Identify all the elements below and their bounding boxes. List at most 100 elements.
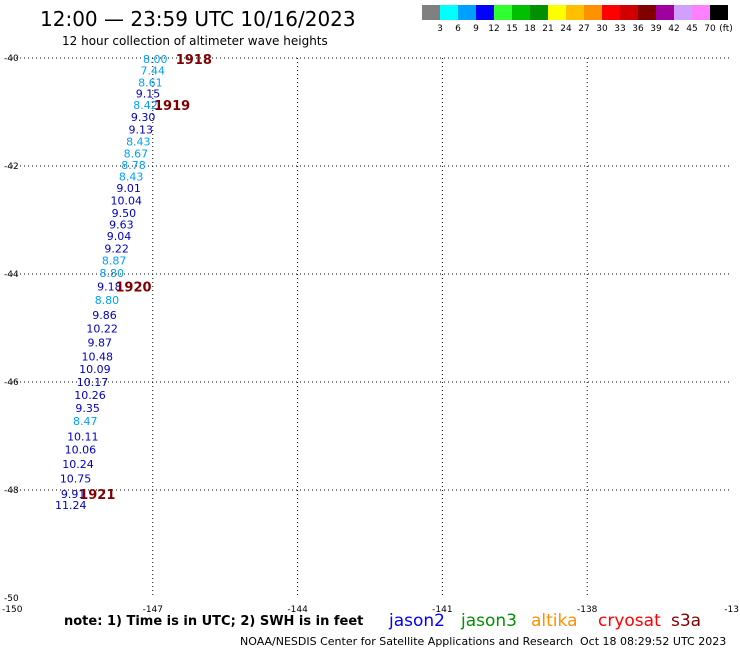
- swh-value-label: 9.01: [116, 182, 141, 195]
- swh-value-label: 9.91: [61, 488, 86, 501]
- axis-labels: -40 -42 -44 -46 -48 -50-150 -147 -144 -141 -138 -1…: [2, 54, 739, 615]
- swh-value-label: 10.75: [60, 473, 92, 486]
- colorbar-swatch: [530, 5, 548, 20]
- data-marks: 8.007.448.619.158.429.309.138.438.678.78…: [55, 53, 212, 512]
- swh-value-label: 10.17: [77, 376, 109, 389]
- colorbar-swatch: [512, 5, 530, 20]
- colorbar-swatch: [656, 5, 674, 20]
- swh-value-label: 10.24: [62, 458, 94, 471]
- swh-value-label: 10.22: [86, 323, 118, 336]
- colorbar-label: 39: [650, 24, 662, 34]
- colorbar-label: 24: [560, 24, 572, 34]
- colorbar-swatch: [494, 5, 512, 20]
- swh-value-label: 10.04: [111, 195, 143, 208]
- legend-s3a: s3a: [671, 611, 701, 631]
- swh-value-label: 9.18: [97, 280, 122, 293]
- x-tick-label: -141: [432, 605, 452, 615]
- footer-timestamp: Oct 18 08:29:52 UTC 2023: [580, 635, 726, 648]
- swh-value-label: 9.63: [109, 218, 134, 231]
- swh-value-label: 9.30: [131, 111, 156, 124]
- colorbar-label: 12: [488, 24, 499, 34]
- colorbar-label: 30: [596, 24, 608, 34]
- colorbar-label: 21: [542, 24, 553, 34]
- swh-value-label: 8.42: [133, 99, 158, 112]
- colorbar-swatch: [440, 5, 458, 20]
- colorbar-label: 18: [524, 24, 536, 34]
- swh-value-label: 8.80: [100, 267, 125, 280]
- colorbar-swatch: [638, 5, 656, 20]
- colorbar-label: 9: [473, 24, 479, 34]
- swh-value-label: 9.13: [128, 123, 153, 136]
- time-annotation: 1919: [154, 99, 190, 114]
- chart-subtitle: 12 hour collection of altimeter wave hei…: [62, 34, 328, 48]
- satellite-legend: jason2 jason3 altika cryosat s3a: [388, 611, 701, 631]
- y-tick-label: -44: [4, 270, 19, 280]
- time-annotation: 1920: [115, 280, 151, 295]
- footer-credit: NOAA/NESDIS Center for Satellite Applica…: [240, 635, 573, 648]
- colorbar-swatch: [602, 5, 620, 20]
- swh-value-label: 10.11: [67, 431, 99, 444]
- colorbar-label: 15: [506, 24, 517, 34]
- colorbar-swatch: [422, 5, 440, 20]
- colorbar-swatch: [548, 5, 566, 20]
- swh-value-label: 10.06: [65, 444, 97, 457]
- legend-cryosat: cryosat: [598, 611, 661, 631]
- colorbar-swatch: [458, 5, 476, 20]
- swh-value-label: 9.86: [92, 309, 117, 322]
- colorbar-swatch: [710, 5, 728, 20]
- colorbar-swatch: [566, 5, 584, 20]
- swh-value-label: 8.43: [119, 170, 144, 183]
- colorbar-label: 45: [686, 24, 697, 34]
- swh-value-label: 8.47: [73, 415, 98, 428]
- swh-value-label: 8.78: [121, 159, 146, 172]
- colorbar-label: 27: [578, 24, 589, 34]
- swh-value-label: 11.24: [55, 499, 87, 512]
- colorbar-label: 3: [437, 24, 443, 34]
- colorbar: 3 6 9 12 15 18 21 24 27 30 33 36 39 42 45 70 (ft): [422, 5, 733, 34]
- footer-note: note: 1) Time is in UTC; 2) SWH is in fe…: [64, 614, 363, 629]
- y-tick-label: -50: [4, 594, 19, 604]
- colorbar-swatch: [584, 5, 602, 20]
- y-tick-label: -42: [4, 162, 19, 172]
- swh-value-label: 9.35: [75, 402, 100, 415]
- legend-altika: altika: [531, 611, 578, 631]
- swh-value-label: 8.87: [102, 255, 127, 268]
- swh-value-label: 7.44: [141, 64, 166, 77]
- x-tick-label: -13: [724, 605, 739, 615]
- colorbar-label: 6: [455, 24, 461, 34]
- swh-value-label: 8.61: [138, 76, 163, 89]
- colorbar-label: 33: [614, 24, 625, 34]
- y-tick-label: -40: [4, 54, 19, 64]
- x-tick-label: -144: [287, 605, 308, 615]
- time-annotation: 1921: [79, 488, 115, 503]
- swh-value-label: 9.15: [136, 88, 161, 101]
- x-tick-label: -138: [577, 605, 598, 615]
- chart-title: 12:00 — 23:59 UTC 10/16/2023: [40, 7, 356, 31]
- x-tick-label: -150: [2, 605, 23, 615]
- x-tick-label: -147: [143, 605, 163, 615]
- swh-value-label: 9.87: [87, 337, 112, 350]
- grid: [8, 57, 732, 598]
- swh-value-label: 9.22: [104, 243, 129, 256]
- swh-value-label: 9.04: [107, 230, 132, 243]
- colorbar-swatch: [674, 5, 692, 20]
- time-annotation: 1918: [176, 53, 212, 68]
- legend-jason2: jason2: [388, 611, 445, 631]
- colorbar-label: 70: [704, 24, 716, 34]
- y-tick-label: -46: [4, 378, 19, 388]
- swh-value-label: 8.00: [143, 53, 168, 66]
- swh-value-label: 10.26: [74, 389, 106, 402]
- y-tick-label: -48: [4, 486, 19, 496]
- swh-value-label: 9.50: [112, 207, 137, 220]
- colorbar-swatch: [620, 5, 638, 20]
- colorbar-swatch: [476, 5, 494, 20]
- legend-jason3: jason3: [460, 611, 517, 631]
- swh-value-label: 10.09: [79, 363, 111, 376]
- swh-value-label: 10.48: [82, 351, 114, 364]
- swh-value-label: 8.43: [126, 136, 151, 149]
- colorbar-swatch: [692, 5, 710, 20]
- colorbar-label: 36: [632, 24, 644, 34]
- colorbar-unit: (ft): [719, 24, 733, 34]
